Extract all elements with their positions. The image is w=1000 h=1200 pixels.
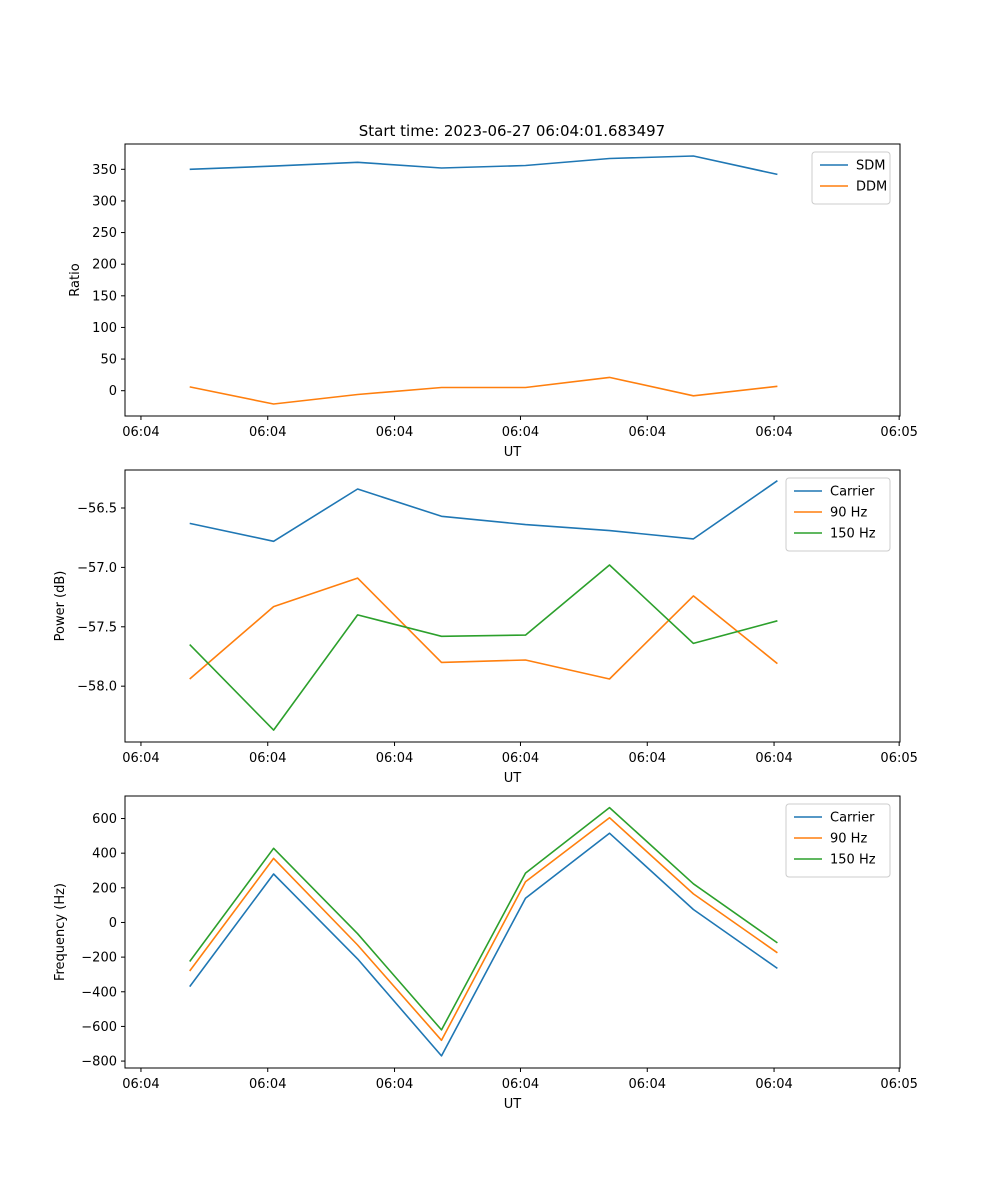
- legend-label: Carrier: [830, 485, 875, 500]
- y-tick-label: 200: [92, 881, 117, 896]
- y-tick-label: 0: [109, 916, 117, 931]
- x-tick-label: 06:04: [629, 1077, 666, 1092]
- y-tick-label: 100: [92, 321, 117, 336]
- y-tick-label: −57.0: [77, 561, 117, 576]
- y-axis-label: Ratio: [68, 263, 83, 296]
- y-tick-label: 0: [109, 384, 117, 399]
- x-tick-label: 06:04: [122, 425, 159, 440]
- series-line-150-hz: [189, 806, 778, 1031]
- y-tick-label: −58.0: [77, 680, 117, 695]
- x-tick-label: 06:04: [755, 751, 792, 766]
- x-tick-label: 06:05: [880, 1077, 917, 1092]
- x-axis-label: UT: [504, 445, 522, 460]
- y-tick-label: 200: [92, 258, 117, 273]
- legend-label: DDM: [856, 180, 887, 195]
- legend-label: Carrier: [830, 811, 875, 826]
- x-tick-label: 06:04: [755, 425, 792, 440]
- y-tick-label: −400: [81, 985, 117, 1000]
- plot-area-frame: [124, 795, 901, 1069]
- y-tick-label: −57.5: [77, 620, 117, 635]
- chart-panels: 06:04 06:04 06:04 06:04 06:04 06:04 06:05 0 50 10…: [53, 143, 918, 1112]
- series-line-carrier: [189, 832, 778, 1057]
- chart-panel-1: 06:04 06:04 06:04 06:04 06:04 06:04 06:05 0 50 10…: [68, 143, 918, 460]
- x-tick-label: 06:04: [629, 425, 666, 440]
- x-tick-label: 06:04: [502, 751, 539, 766]
- x-tick-label: 06:04: [502, 425, 539, 440]
- series-line-carrier: [189, 480, 778, 543]
- y-tick-label: 50: [100, 353, 117, 368]
- series-line-90-hz: [189, 577, 778, 680]
- legend-label: 150 Hz: [830, 853, 876, 868]
- series-line-150-hz: [189, 564, 778, 731]
- x-tick-label: 06:04: [249, 1077, 286, 1092]
- x-tick-label: 06:04: [376, 1077, 413, 1092]
- x-tick-label: 06:04: [629, 751, 666, 766]
- plot-area-frame: [124, 469, 901, 743]
- y-tick-label: 150: [92, 289, 117, 304]
- legend-label: 150 Hz: [830, 527, 876, 542]
- x-tick-label: 06:04: [249, 425, 286, 440]
- x-tick-label: 06:05: [880, 425, 917, 440]
- y-tick-label: −56.5: [77, 502, 117, 517]
- plot-area-frame: [124, 143, 901, 417]
- y-tick-label: 600: [92, 812, 117, 827]
- x-axis-label: UT: [504, 1097, 522, 1112]
- x-tick-label: 06:04: [755, 1077, 792, 1092]
- x-tick-label: 06:04: [502, 1077, 539, 1092]
- chart-panel-2: 06:04 06:04 06:04 06:04 06:04 06:04 06:05 −58.0…: [53, 469, 918, 786]
- y-tick-label: −600: [81, 1020, 117, 1035]
- y-tick-label: 400: [92, 847, 117, 862]
- series-line-90-hz: [189, 816, 778, 1042]
- legend-label: 90 Hz: [830, 506, 867, 521]
- y-tick-label: −200: [81, 951, 117, 966]
- x-tick-label: 06:05: [880, 751, 917, 766]
- y-tick-label: 300: [92, 194, 117, 209]
- y-tick-label: 350: [92, 163, 117, 178]
- y-tick-label: −800: [81, 1055, 117, 1070]
- x-axis-label: UT: [504, 771, 522, 786]
- y-axis-label: Power (dB): [53, 571, 68, 642]
- series-line-sdm: [189, 155, 778, 176]
- chart-panel-3: 06:04 06:04 06:04 06:04 06:04 06:04 06:05 −800 −…: [53, 795, 918, 1112]
- y-axis-label: Frequency (Hz): [53, 883, 68, 981]
- y-tick-label: 250: [92, 226, 117, 241]
- x-tick-label: 06:04: [249, 751, 286, 766]
- legend-label: SDM: [856, 159, 885, 174]
- x-tick-label: 06:04: [122, 1077, 159, 1092]
- x-tick-label: 06:04: [122, 751, 159, 766]
- chart-title: Start time: 2023-06-27 06:04:01.683497: [359, 122, 665, 140]
- series-line-ddm: [189, 376, 778, 405]
- legend-label: 90 Hz: [830, 832, 867, 847]
- x-tick-label: 06:04: [376, 425, 413, 440]
- x-tick-label: 06:04: [376, 751, 413, 766]
